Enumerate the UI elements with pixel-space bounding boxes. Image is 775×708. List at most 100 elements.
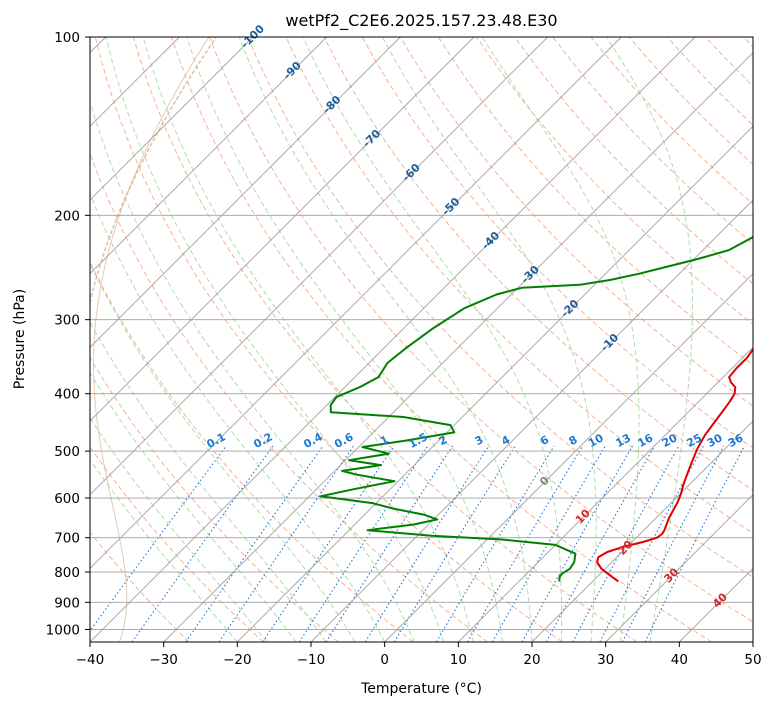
moist-adiabat-line xyxy=(186,37,503,642)
x-tick-label: −10 xyxy=(297,652,326,668)
moist-adiabat-line xyxy=(105,37,445,642)
mixing-ratio-label: 25 xyxy=(684,431,704,450)
moist-adiabat-line xyxy=(381,37,597,642)
moist-adiabat-line xyxy=(302,37,563,642)
mixing-ratio-line xyxy=(435,445,555,642)
isotherm-label: -60 xyxy=(400,161,423,184)
isotherm-line xyxy=(531,420,753,642)
mixing-ratio-line xyxy=(521,445,633,642)
isotherm-label: -50 xyxy=(439,195,462,218)
dewpoint-line xyxy=(319,235,753,582)
mixing-ratio-line xyxy=(393,445,516,642)
isotherm-label: -90 xyxy=(281,59,304,82)
mixing-ratio-line xyxy=(467,445,584,642)
moist-adiabat-line xyxy=(90,459,238,642)
y-tick-label: 900 xyxy=(54,595,80,611)
mixing-ratio-line xyxy=(185,445,324,642)
mixing-ratio-line xyxy=(621,445,725,642)
y-tick-label: 200 xyxy=(54,208,80,224)
isotherm-line xyxy=(90,37,548,496)
mixing-ratio-label: 10 xyxy=(586,431,606,450)
moist-adiabat-line xyxy=(90,417,268,642)
dry-adiabat-line xyxy=(437,37,753,366)
mixing-ratio-label: 0.6 xyxy=(332,430,356,451)
mixing-ratio-line xyxy=(298,445,429,642)
mixing-ratio-label: 2 xyxy=(437,433,450,448)
isotherm-label: 30 xyxy=(661,565,681,585)
x-tick-label: −30 xyxy=(149,652,178,668)
moist-adiabat-line xyxy=(238,37,533,642)
moist-adiabat-line xyxy=(90,262,356,642)
dry-adiabat-line xyxy=(90,152,488,642)
y-axis-ticks: 100 200 300 400 500 600 700 800 900 1000 xyxy=(46,30,90,638)
mixing-ratio-label: 30 xyxy=(705,431,725,450)
moist-adiabat-line xyxy=(90,321,327,642)
y-tick-label: 600 xyxy=(54,491,80,507)
ice-saturation-line xyxy=(90,37,217,307)
mixing-ratio-line xyxy=(364,445,490,642)
isotherm-line xyxy=(90,37,327,275)
moist-adiabat-line xyxy=(142,37,474,642)
isotherm-label: -70 xyxy=(360,127,383,150)
y-tick-label: 300 xyxy=(54,313,80,329)
x-tick-label: 50 xyxy=(744,652,761,668)
mixing-ratio-label: 3 xyxy=(473,433,486,448)
dry-adiabat-line xyxy=(552,37,753,245)
moist-adiabat-line xyxy=(90,192,386,642)
moist-adiabat-line xyxy=(90,99,415,642)
isotherm-line xyxy=(237,125,753,642)
mixing-ratio-line xyxy=(131,445,274,642)
mixing-ratio-line xyxy=(599,445,704,642)
isotherm-line xyxy=(163,52,753,642)
y-axis-title: Pressure (hPa) xyxy=(12,289,28,389)
x-tick-label: −20 xyxy=(223,652,252,668)
x-axis-ticks: −40 −30 −20 −10 0 10 20 30 40 50 xyxy=(76,642,762,668)
isotherm-label: 40 xyxy=(710,590,730,610)
dry-adiabat-line xyxy=(704,37,753,87)
dry-adiabat-line xyxy=(361,37,753,449)
y-tick-label: 400 xyxy=(54,387,80,403)
isotherm-label: -30 xyxy=(519,263,542,286)
isotherm-line xyxy=(90,37,401,348)
y-tick-label: 700 xyxy=(54,531,80,547)
isotherm-label: -80 xyxy=(320,93,343,116)
mixing-ratio-line xyxy=(325,445,454,642)
mixing-ratio-line xyxy=(545,445,656,642)
mixing-ratio-label: 6 xyxy=(538,433,551,448)
isotherm-label: -20 xyxy=(558,297,581,320)
background-lines xyxy=(90,37,753,642)
moist-adiabat-line xyxy=(481,37,640,642)
plot-frame xyxy=(89,36,754,643)
x-tick-label: −40 xyxy=(76,652,105,668)
x-tick-label: 30 xyxy=(597,652,614,668)
dry-adiabat-line xyxy=(743,37,753,48)
ice-saturation-line xyxy=(93,37,210,642)
dry-adiabat-line xyxy=(90,356,339,642)
isotherm-label: 10 xyxy=(573,506,593,526)
grid-lines xyxy=(90,37,753,642)
profiles xyxy=(319,235,753,583)
isotherm-line xyxy=(90,37,696,642)
isotherm-line xyxy=(679,567,753,642)
dry-adiabat-line xyxy=(171,37,712,642)
isotherm-line xyxy=(458,346,753,642)
chart-title: wetPf2_C2E6.2025.157.23.48.E30 xyxy=(285,11,557,31)
isotherm-line xyxy=(90,37,475,422)
mixing-ratio-line xyxy=(218,445,355,642)
mixing-ratio-label: 13 xyxy=(613,431,633,450)
x-tick-label: 20 xyxy=(523,652,540,668)
temperature-line xyxy=(596,347,753,583)
dry-adiabat-line xyxy=(209,37,753,623)
isotherm-line xyxy=(90,37,622,569)
x-tick-label: 0 xyxy=(380,652,389,668)
x-tick-label: 10 xyxy=(450,652,467,668)
isotherm-line xyxy=(605,494,753,642)
x-tick-label: 40 xyxy=(671,652,688,668)
dry-adiabat-line xyxy=(90,531,190,642)
dry-adiabat-line xyxy=(285,37,753,535)
isotherm-line xyxy=(752,641,753,642)
y-tick-label: 800 xyxy=(54,565,80,581)
dry-adiabat-line xyxy=(94,37,563,642)
isotherm-line xyxy=(384,273,753,642)
